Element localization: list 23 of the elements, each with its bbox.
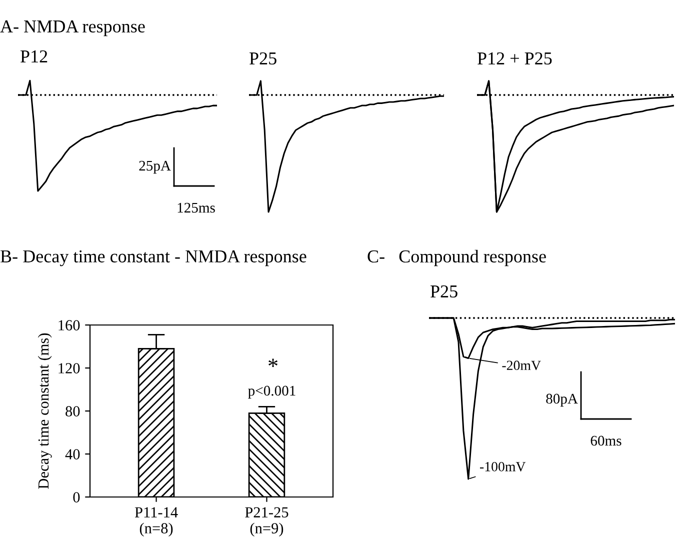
y-tick-label: 160 (58, 320, 80, 330)
chart-subtitle: P25 (430, 285, 458, 298)
text: 125ms (178, 202, 215, 213)
legend-label: -20mV (502, 360, 541, 370)
annotation: 60ms (590, 436, 622, 446)
chart-title: B- Decay time constant - NMDA response (0, 250, 306, 266)
chart-subtitle: P12 + P25 (478, 52, 552, 65)
y-tick-label: 40 (65, 449, 80, 460)
y-tick-label: 120 (58, 363, 80, 374)
chart-subtitle: P12 (20, 50, 48, 62)
y-axis-title: Decay time constant (ms) (38, 333, 52, 489)
annotation: 80pA (546, 394, 578, 407)
chart-subtitle: P25 (250, 52, 276, 65)
x-tick-label: P11-14 (n=8) (134, 507, 178, 537)
series-label: -100mV (480, 462, 526, 472)
x-tick-label: P21-25 (n=9) (245, 507, 288, 537)
annotation: * (268, 358, 278, 367)
chart-title: A- NMDA response (0, 20, 145, 36)
annotation: p<0.001 (248, 386, 296, 399)
chart-title: C- Compound response (368, 250, 546, 266)
annotation: 25pA (139, 160, 171, 174)
y-tick-label: 0 (73, 492, 80, 502)
y-tick-label: 80 (66, 406, 80, 416)
